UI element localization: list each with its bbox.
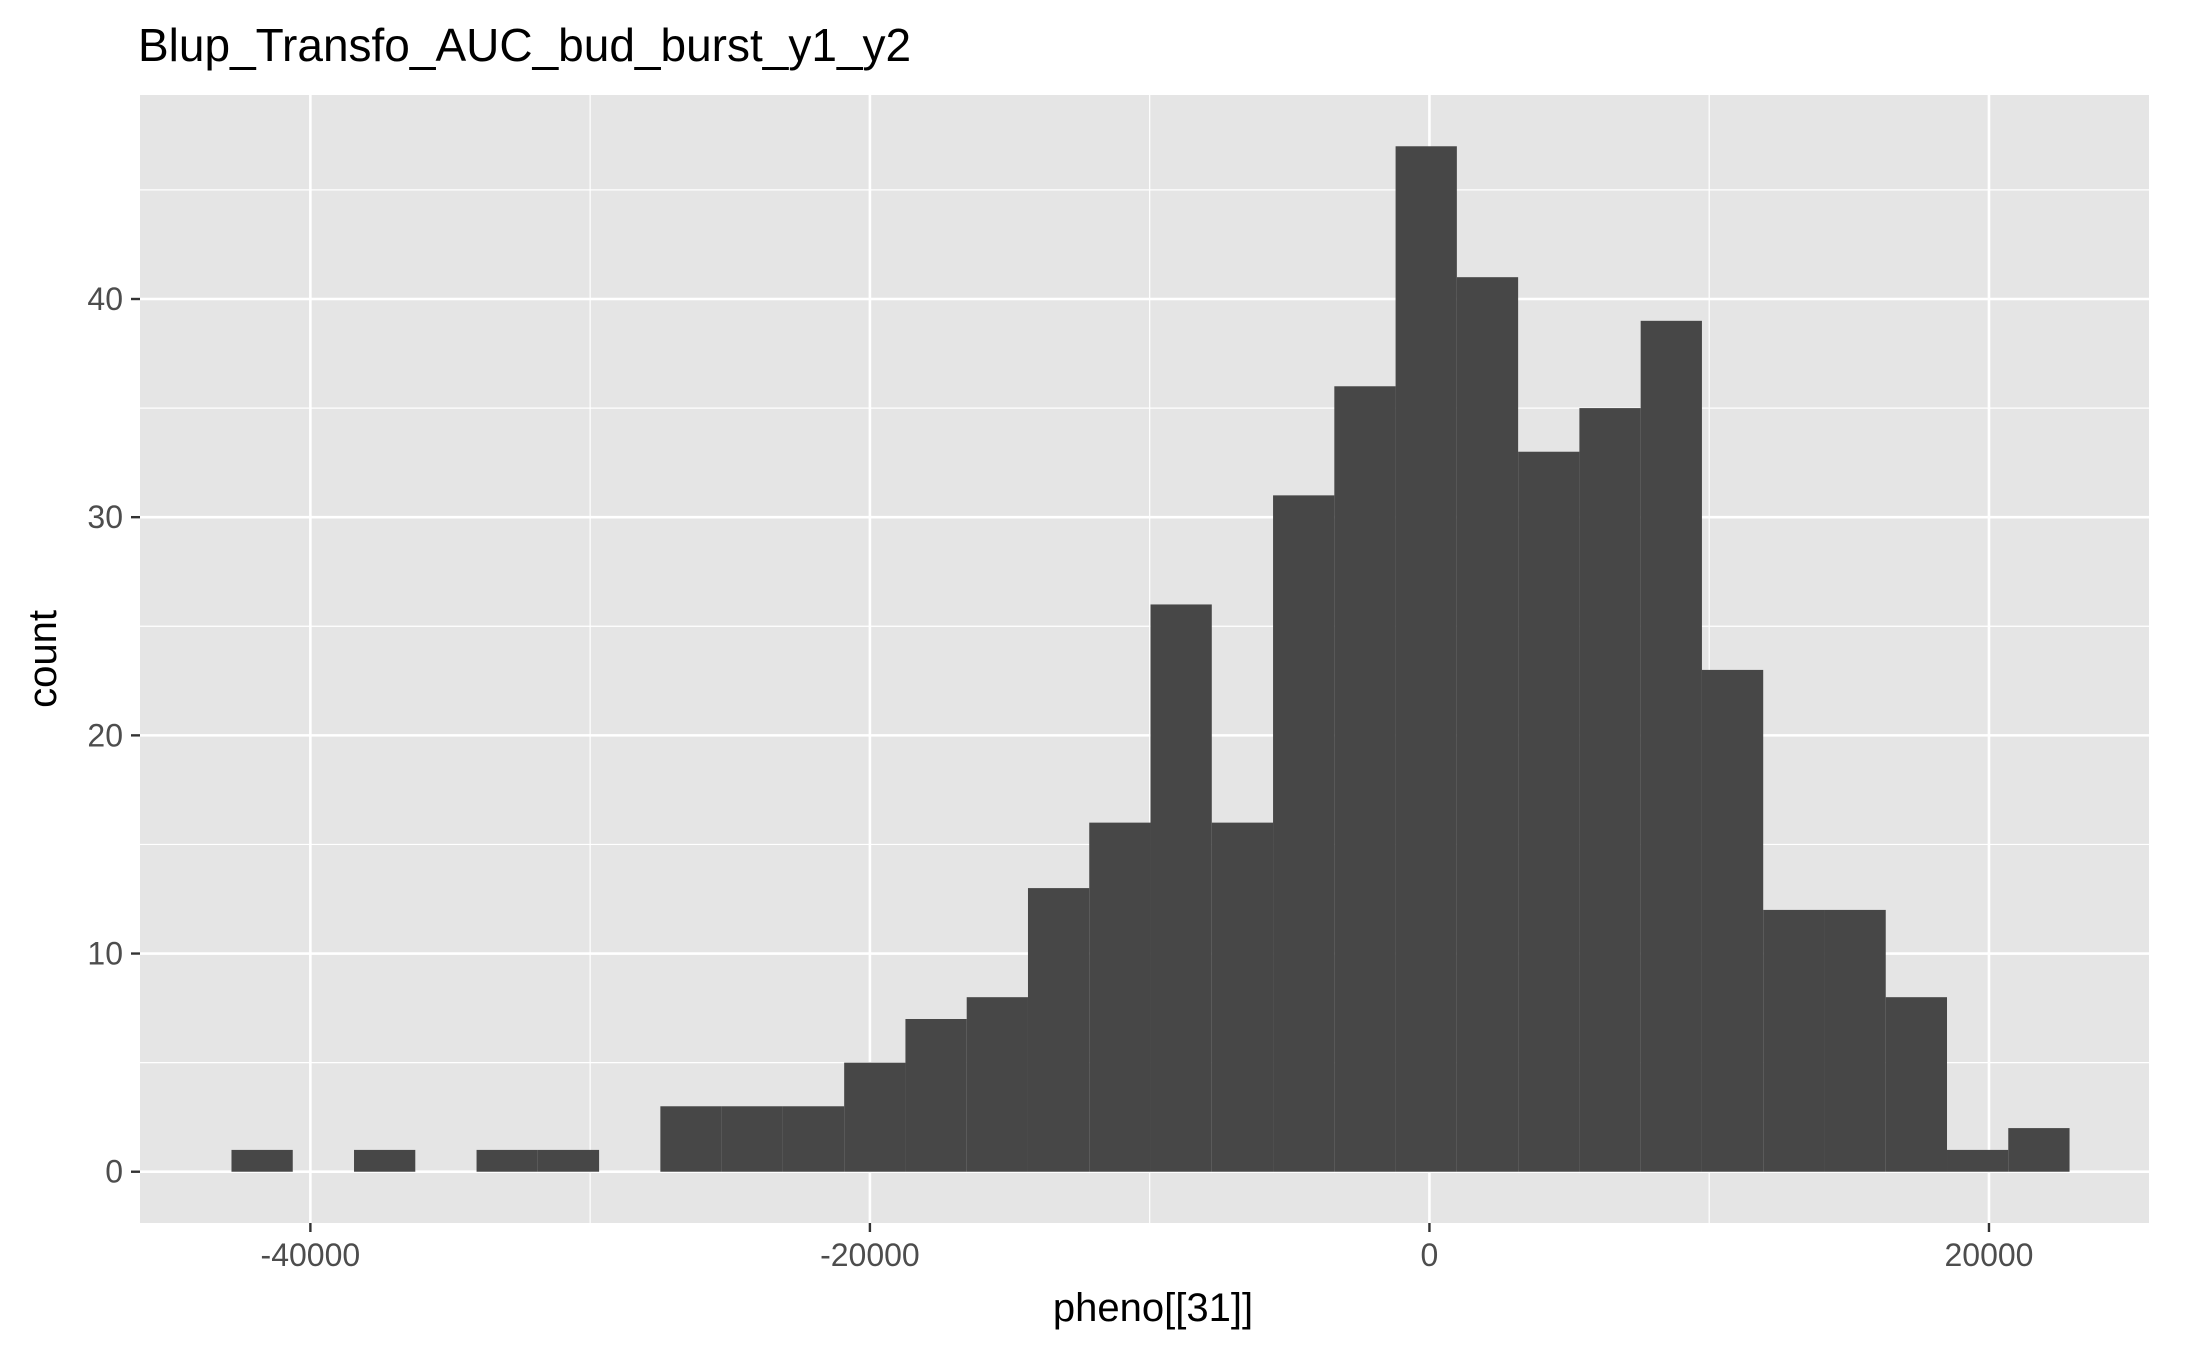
histogram-bar	[1273, 495, 1335, 1172]
x-tick-label: 20000	[1944, 1237, 2033, 1273]
histogram-bar	[1885, 997, 1948, 1172]
histogram-bar	[1640, 320, 1702, 1172]
histogram-bar	[844, 1062, 906, 1172]
chart-title: Blup_Transfo_AUC_bud_burst_y1_y2	[138, 19, 911, 71]
histogram-bar	[966, 997, 1028, 1172]
histogram-bar	[537, 1149, 600, 1172]
histogram-bar	[1150, 604, 1212, 1172]
x-axis-title: pheno[[31]]	[1053, 1286, 1253, 1330]
histogram-bar	[1518, 451, 1580, 1172]
histogram-bar	[1824, 909, 1886, 1172]
histogram-bar	[231, 1149, 293, 1172]
histogram-bar	[905, 1019, 967, 1172]
y-tick-label: 20	[87, 717, 123, 753]
histogram-bar	[1027, 888, 1090, 1172]
histogram-bar	[1089, 822, 1151, 1172]
histogram-bar	[1211, 822, 1274, 1172]
histogram-bars	[231, 146, 2070, 1172]
histogram-bar	[1947, 1149, 2009, 1172]
y-tick-label: 30	[87, 499, 123, 535]
y-axis-ticks: 0 10 20 30 40	[87, 281, 140, 1190]
histogram-bar	[721, 1106, 783, 1172]
histogram-bar	[782, 1106, 845, 1172]
histogram-bar	[2008, 1128, 2070, 1172]
histogram-bar	[1579, 408, 1641, 1172]
y-tick-label: 0	[105, 1154, 123, 1190]
histogram-bar	[1334, 386, 1396, 1172]
x-tick-label: -40000	[261, 1237, 361, 1273]
histogram-bar	[1763, 909, 1825, 1172]
histogram-bar	[660, 1106, 722, 1172]
x-tick-label: 0	[1421, 1237, 1439, 1273]
y-axis-title: count	[21, 610, 65, 708]
histogram-bar	[354, 1149, 416, 1172]
x-tick-label: -20000	[820, 1237, 920, 1273]
histogram-bar	[1395, 146, 1457, 1172]
y-tick-label: 40	[87, 281, 123, 317]
histogram-bar	[1456, 277, 1519, 1172]
histogram-bar	[476, 1149, 538, 1172]
y-tick-label: 10	[87, 936, 123, 972]
x-axis-ticks: -40000 -20000 0 20000	[261, 1223, 2033, 1273]
histogram-bar	[1701, 669, 1764, 1172]
